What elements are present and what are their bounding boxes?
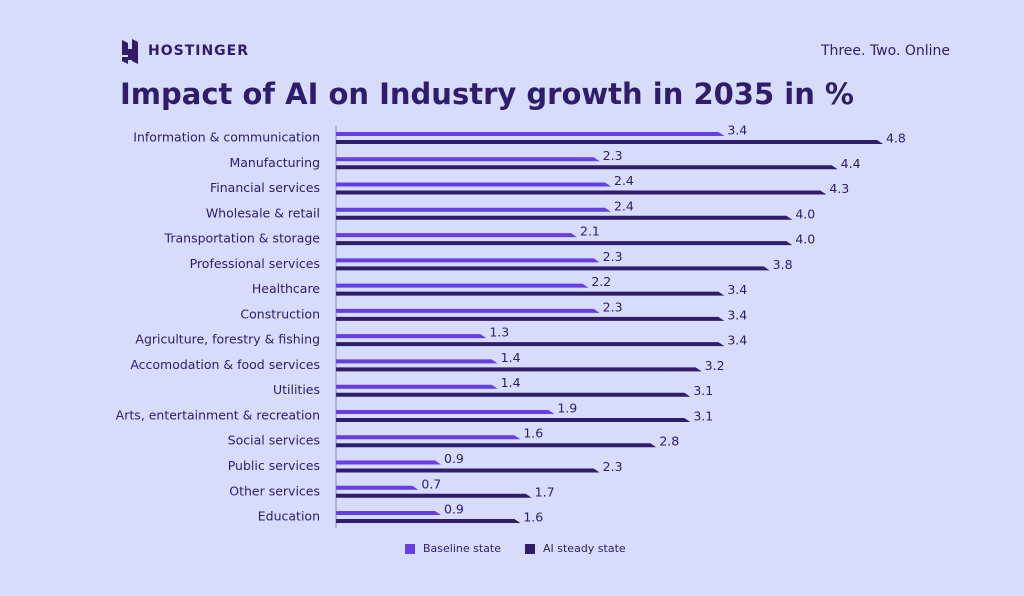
value-label: 2.3 bbox=[603, 459, 623, 474]
bar bbox=[336, 165, 838, 170]
category-label: Manufacturing bbox=[229, 155, 320, 170]
bar bbox=[336, 435, 521, 440]
bar bbox=[336, 443, 657, 448]
value-label: 3.4 bbox=[727, 282, 747, 297]
bar bbox=[336, 215, 793, 220]
value-label: 0.9 bbox=[444, 451, 464, 466]
value-label: 2.4 bbox=[614, 198, 634, 213]
value-label: 2.4 bbox=[614, 173, 634, 188]
category-label: Education bbox=[258, 509, 320, 524]
bar bbox=[336, 392, 691, 397]
value-label: 2.3 bbox=[603, 148, 623, 163]
bar bbox=[336, 233, 577, 238]
category-label: Healthcare bbox=[252, 281, 320, 296]
value-label: 1.4 bbox=[501, 350, 521, 365]
value-label: 1.6 bbox=[523, 426, 543, 441]
value-label: 1.3 bbox=[489, 325, 509, 340]
brand: HOSTINGER bbox=[148, 43, 249, 59]
bar bbox=[336, 140, 883, 144]
value-label: 2.3 bbox=[603, 249, 623, 264]
value-label: 4.3 bbox=[829, 181, 849, 196]
bar bbox=[336, 493, 532, 498]
bar bbox=[336, 460, 441, 465]
category-label: Wholesale & retail bbox=[206, 205, 320, 220]
category-label: Other services bbox=[229, 483, 320, 498]
bar bbox=[336, 409, 555, 414]
bar bbox=[336, 266, 770, 271]
value-label: 3.1 bbox=[693, 383, 713, 398]
bar bbox=[336, 291, 725, 296]
bar bbox=[336, 283, 589, 288]
value-label: 2.8 bbox=[659, 434, 679, 449]
legend-label: AI steady state bbox=[543, 542, 626, 555]
value-label: 2.3 bbox=[603, 299, 623, 314]
chart-title: Impact of AI on Industry growth in 2035 … bbox=[120, 77, 854, 111]
bar bbox=[336, 519, 521, 524]
value-label: 1.9 bbox=[557, 400, 577, 415]
bar bbox=[336, 485, 419, 490]
value-label: 4.0 bbox=[795, 232, 815, 247]
value-label: 3.8 bbox=[773, 257, 793, 272]
bar bbox=[336, 468, 600, 473]
bar bbox=[336, 207, 611, 212]
value-label: 3.4 bbox=[727, 123, 747, 138]
value-label: 3.4 bbox=[727, 333, 747, 348]
value-label: 0.9 bbox=[444, 502, 464, 517]
category-label: Arts, entertainment & recreation bbox=[116, 407, 320, 422]
bar bbox=[336, 367, 702, 372]
bar bbox=[336, 241, 793, 246]
legend-swatch bbox=[405, 544, 415, 554]
value-label: 1.7 bbox=[535, 484, 555, 499]
value-label: 4.4 bbox=[841, 156, 861, 171]
value-label: 3.1 bbox=[693, 408, 713, 423]
bar bbox=[336, 417, 691, 422]
bar bbox=[336, 308, 600, 313]
tagline: Three. Two. Online bbox=[820, 43, 950, 59]
bar bbox=[336, 342, 725, 347]
bar bbox=[336, 182, 611, 187]
value-label: 4.0 bbox=[795, 206, 815, 221]
bar bbox=[336, 334, 487, 339]
value-label: 0.7 bbox=[421, 476, 441, 491]
value-label: 3.2 bbox=[705, 358, 725, 373]
category-label: Financial services bbox=[210, 180, 320, 195]
bar bbox=[336, 316, 725, 321]
category-label: Agriculture, forestry & fishing bbox=[135, 332, 320, 347]
category-label: Social services bbox=[228, 433, 320, 448]
bar bbox=[336, 258, 600, 263]
category-label: Accomodation & food services bbox=[130, 357, 320, 372]
category-label: Professional services bbox=[190, 256, 320, 271]
category-label: Construction bbox=[240, 306, 320, 321]
value-label: 2.1 bbox=[580, 224, 600, 239]
bar bbox=[336, 359, 498, 364]
bar bbox=[336, 511, 441, 516]
value-label: 4.8 bbox=[886, 131, 906, 146]
legend-swatch bbox=[525, 544, 535, 554]
bar bbox=[336, 190, 827, 195]
legend-label: Baseline state bbox=[423, 542, 501, 555]
value-label: 1.4 bbox=[501, 375, 521, 390]
category-label: Utilities bbox=[273, 382, 320, 397]
value-label: 3.4 bbox=[727, 307, 747, 322]
bar bbox=[336, 157, 600, 162]
category-label: Transportation & storage bbox=[164, 231, 321, 246]
value-label: 2.2 bbox=[591, 274, 611, 289]
bar bbox=[336, 132, 725, 136]
logo-icon bbox=[122, 39, 138, 64]
value-label: 1.6 bbox=[523, 510, 543, 525]
bar bbox=[336, 384, 498, 389]
category-label: Public services bbox=[228, 458, 320, 473]
category-label: Information & communication bbox=[133, 130, 320, 145]
